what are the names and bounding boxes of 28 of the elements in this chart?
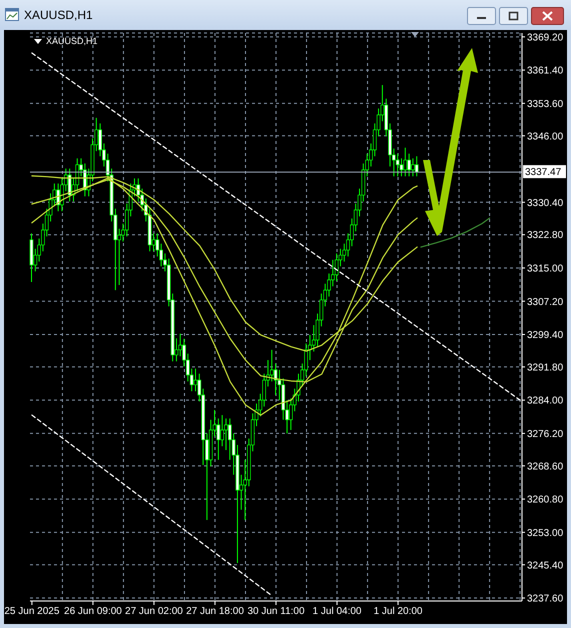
ref-line-label: 3337.47 <box>525 167 562 178</box>
x-tick-label: 30 Jun 11:00 <box>247 606 305 617</box>
x-tick-label: 27 Jun 02:00 <box>125 606 184 617</box>
y-tick-label: 3291.80 <box>527 362 564 374</box>
y-tick-label: 3330.40 <box>527 198 564 209</box>
chart-subtitle: XAUUSD,H1 <box>46 36 98 46</box>
y-tick-label: 3299.40 <box>527 330 564 342</box>
x-tick-label: 1 Jul 20:00 <box>374 606 423 617</box>
y-tick-label: 3284.00 <box>527 396 564 407</box>
y-tick-label: 3369.20 <box>527 32 564 44</box>
x-tick-label: 27 Jun 18:00 <box>186 606 244 617</box>
y-tick-label: 3346.00 <box>527 131 564 142</box>
y-tick-label: 3253.00 <box>527 528 564 539</box>
line-series <box>420 217 490 248</box>
chart-title: XAUUSD,H1 <box>24 8 93 22</box>
y-tick-label: 3260.80 <box>527 494 564 506</box>
y-tick-label: 3353.60 <box>527 98 564 110</box>
x-tick-label: 25 Jun 2025 <box>4 606 60 617</box>
y-tick-label: 3315.00 <box>527 264 564 275</box>
x-tick-label: 1 Jul 04:00 <box>312 606 362 617</box>
y-tick-label: 3276.20 <box>527 428 564 440</box>
y-tick-label: 3307.20 <box>527 296 564 308</box>
y-tick-label: 3322.80 <box>527 230 564 242</box>
y-tick-label: 3268.60 <box>527 461 564 472</box>
y-tick-label: 3361.40 <box>527 66 564 77</box>
y-tick-label: 3245.40 <box>527 560 564 572</box>
x-tick-label: 26 Jun 09:00 <box>64 606 122 617</box>
y-tick-label: 3237.60 <box>527 594 564 605</box>
